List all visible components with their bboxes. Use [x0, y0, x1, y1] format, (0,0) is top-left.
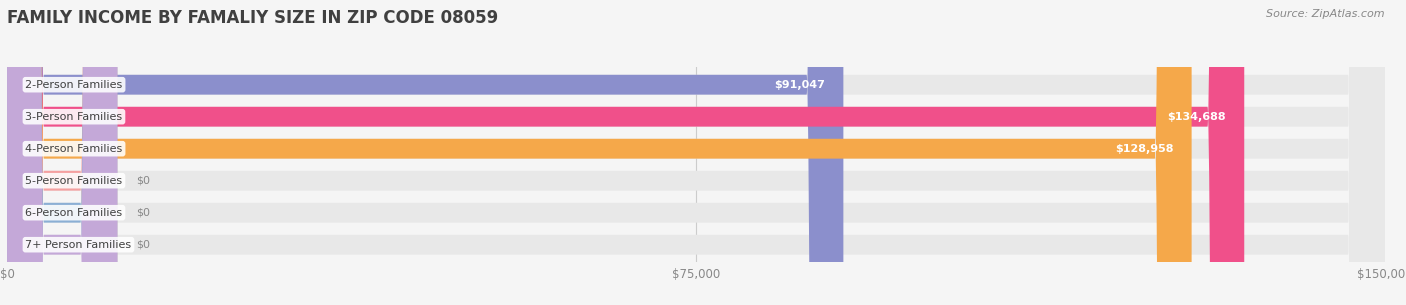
Text: 4-Person Families: 4-Person Families	[25, 144, 122, 154]
Text: $0: $0	[135, 176, 149, 186]
Text: 5-Person Families: 5-Person Families	[25, 176, 122, 186]
FancyBboxPatch shape	[7, 0, 1244, 305]
FancyBboxPatch shape	[7, 0, 1385, 305]
FancyBboxPatch shape	[7, 0, 117, 305]
Text: $91,047: $91,047	[775, 80, 825, 90]
FancyBboxPatch shape	[7, 0, 1385, 305]
Text: FAMILY INCOME BY FAMALIY SIZE IN ZIP CODE 08059: FAMILY INCOME BY FAMALIY SIZE IN ZIP COD…	[7, 9, 498, 27]
FancyBboxPatch shape	[7, 0, 1385, 305]
FancyBboxPatch shape	[7, 0, 1385, 305]
FancyBboxPatch shape	[7, 0, 1385, 305]
Text: Source: ZipAtlas.com: Source: ZipAtlas.com	[1267, 9, 1385, 19]
Text: 2-Person Families: 2-Person Families	[25, 80, 122, 90]
Text: $134,688: $134,688	[1167, 112, 1226, 122]
Text: $128,958: $128,958	[1115, 144, 1173, 154]
FancyBboxPatch shape	[7, 0, 117, 305]
FancyBboxPatch shape	[7, 0, 1385, 305]
Text: 6-Person Families: 6-Person Families	[25, 208, 122, 218]
FancyBboxPatch shape	[7, 0, 1192, 305]
Text: $0: $0	[135, 240, 149, 250]
FancyBboxPatch shape	[7, 0, 117, 305]
Text: 7+ Person Families: 7+ Person Families	[25, 240, 132, 250]
Text: 3-Person Families: 3-Person Families	[25, 112, 122, 122]
FancyBboxPatch shape	[7, 0, 844, 305]
Text: $0: $0	[135, 208, 149, 218]
